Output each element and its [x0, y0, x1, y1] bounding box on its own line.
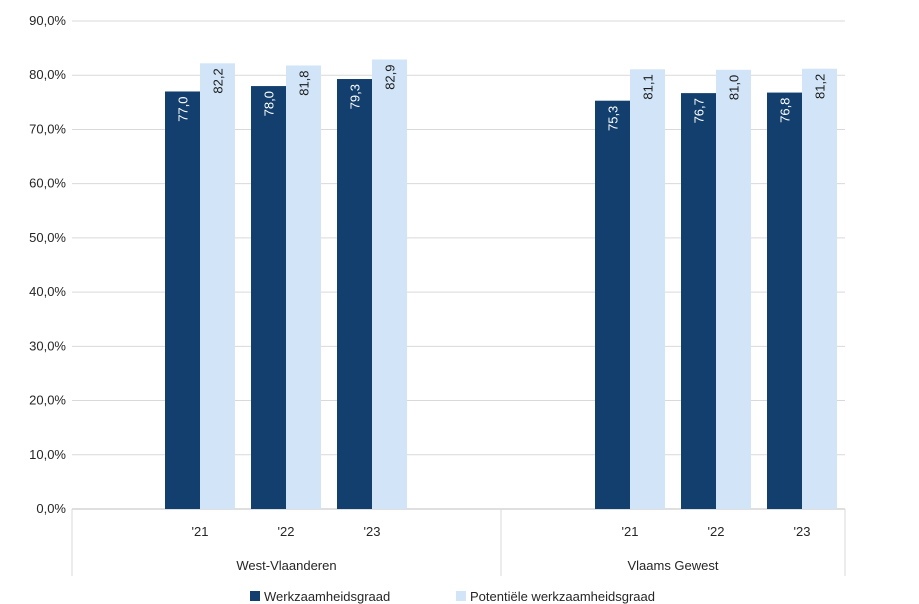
- bar-potentiele-werkzaamheidsgraad: [716, 69, 751, 510]
- data-label: 77,0: [176, 96, 191, 121]
- x-axis: '21 '22 '23 West-Vlaanderen '21 '22 '23 Vlaams …: [71, 509, 846, 576]
- data-label: 81,2: [813, 74, 828, 99]
- bars: [165, 59, 837, 510]
- bar-werkzaamheidsgraad: [251, 86, 286, 510]
- legend: Werkzaamheidsgraad Potentiële werkzaamhei…: [250, 589, 655, 604]
- bar-werkzaamheidsgraad: [595, 100, 630, 509]
- y-axis-ticks: 0,0% 10,0% 20,0% 30,0% 40,0% 50,0% 60,0% 70,0% 8…: [29, 13, 66, 516]
- data-label: 76,7: [692, 98, 707, 123]
- data-label: 81,8: [297, 70, 312, 95]
- y-tick-label: 40,0%: [29, 284, 66, 299]
- x-tick-label: '21: [622, 524, 639, 539]
- legend-swatch: [250, 591, 260, 601]
- legend-label: Werkzaamheidsgraad: [264, 589, 390, 604]
- y-tick-label: 90,0%: [29, 13, 66, 28]
- legend-swatch: [456, 591, 466, 601]
- data-label: 76,8: [778, 98, 793, 123]
- bar-potentiele-werkzaamheidsgraad: [372, 59, 407, 510]
- x-group-label: West-Vlaanderen: [236, 558, 336, 573]
- data-labels: 77,0 82,2 78,0 81,8 79,3 82,9 75,3 81,1 76,7 81,0…: [176, 64, 828, 131]
- y-tick-label: 20,0%: [29, 393, 66, 408]
- bar-werkzaamheidsgraad: [337, 79, 372, 510]
- y-tick-label: 30,0%: [29, 338, 66, 353]
- x-tick-label: '21: [192, 524, 209, 539]
- y-tick-label: 10,0%: [29, 447, 66, 462]
- bar-werkzaamheidsgraad: [681, 93, 716, 510]
- x-tick-label: '23: [794, 524, 811, 539]
- y-tick-label: 0,0%: [36, 501, 66, 516]
- bar-werkzaamheidsgraad: [767, 92, 802, 509]
- data-label: 81,0: [727, 75, 742, 100]
- data-label: 82,9: [383, 64, 398, 89]
- data-label: 79,3: [348, 84, 363, 109]
- y-tick-label: 80,0%: [29, 67, 66, 82]
- legend-label: Potentiële werkzaamheidsgraad: [470, 589, 655, 604]
- bar-potentiele-werkzaamheidsgraad: [630, 69, 665, 509]
- x-group-label: Vlaams Gewest: [627, 558, 718, 573]
- data-label: 78,0: [262, 91, 277, 116]
- bar-potentiele-werkzaamheidsgraad: [200, 63, 235, 509]
- x-tick-label: '23: [364, 524, 381, 539]
- bar-potentiele-werkzaamheidsgraad: [286, 65, 321, 509]
- x-tick-label: '22: [708, 524, 725, 539]
- data-label: 82,2: [211, 68, 226, 93]
- bar-werkzaamheidsgraad: [165, 91, 200, 509]
- y-tick-label: 70,0%: [29, 121, 66, 136]
- x-tick-label: '22: [278, 524, 295, 539]
- y-tick-label: 60,0%: [29, 176, 66, 191]
- data-label: 81,1: [641, 74, 656, 99]
- bar-potentiele-werkzaamheidsgraad: [802, 68, 837, 510]
- y-tick-label: 50,0%: [29, 230, 66, 245]
- data-label: 75,3: [606, 106, 621, 131]
